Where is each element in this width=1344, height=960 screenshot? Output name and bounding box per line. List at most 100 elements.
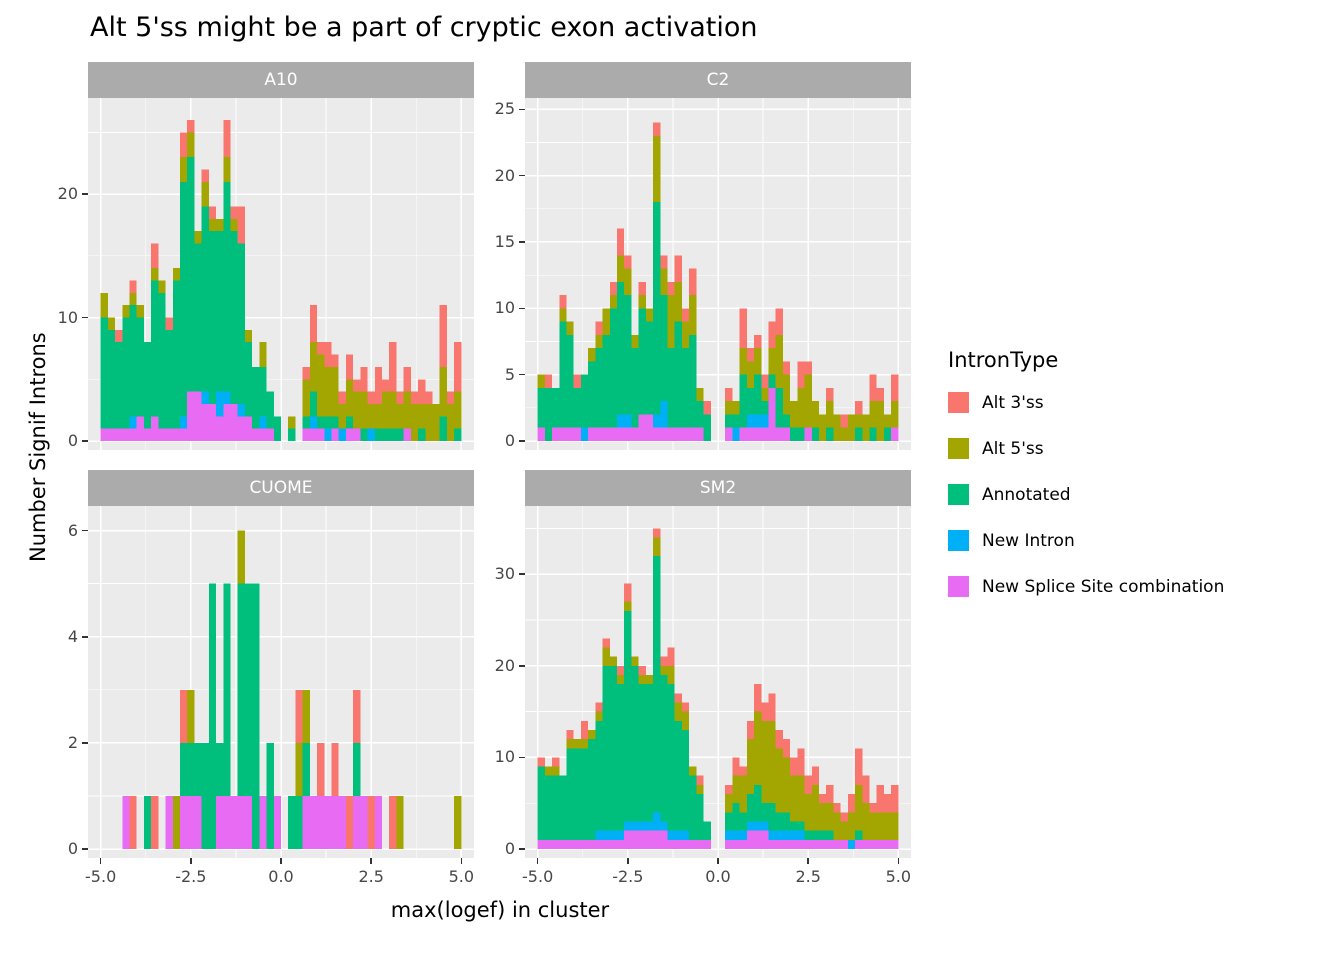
bar-segment xyxy=(826,784,834,804)
bar-segment xyxy=(165,795,173,849)
bar-segment xyxy=(309,416,318,429)
bar-segment xyxy=(638,821,646,831)
bar-segment xyxy=(609,427,617,441)
facet-sm2: SM2 0 10 20 30 -5.0 -2.5 0.0 2.5 5.0 xyxy=(495,470,911,886)
bar-segment xyxy=(855,401,863,415)
bar-segment xyxy=(631,348,639,428)
bar-segment xyxy=(552,427,560,441)
bar-segment xyxy=(674,839,682,849)
bar-segment xyxy=(588,348,596,362)
bar-segment xyxy=(273,795,281,849)
bar-segment xyxy=(804,427,812,441)
bar-segment xyxy=(208,403,217,441)
bar-segment xyxy=(638,281,646,296)
bar-segment xyxy=(552,775,560,840)
bar-segment xyxy=(389,795,397,849)
bar-segment xyxy=(819,839,827,849)
bar-segment xyxy=(768,693,776,721)
bar-segment xyxy=(580,739,589,749)
bar-segment xyxy=(797,821,805,831)
bar-segment xyxy=(609,295,617,309)
bar-segment xyxy=(317,742,325,796)
bar-segment xyxy=(689,766,697,776)
y-tick-mark xyxy=(82,193,88,195)
bar-segment xyxy=(616,675,625,685)
bar-segment xyxy=(833,414,841,441)
bar-segment xyxy=(645,675,654,685)
bar-segment xyxy=(754,348,762,375)
bar-segment xyxy=(681,321,690,349)
bar-segment xyxy=(201,169,209,182)
bar-segment xyxy=(833,803,841,813)
legend-label-annotated: Annotated xyxy=(982,484,1071,505)
bar-segment xyxy=(826,803,834,831)
bar-segment xyxy=(833,812,841,840)
bar-segment xyxy=(746,830,755,849)
bar-segment xyxy=(201,181,209,207)
bar-segment xyxy=(768,803,776,831)
bar-segment xyxy=(172,268,180,281)
bar-segment xyxy=(259,366,267,417)
bar-segment xyxy=(288,428,296,441)
bar-segment xyxy=(410,391,419,404)
bar-segment xyxy=(425,391,433,404)
bar-segment xyxy=(194,243,202,392)
bar-segment xyxy=(660,295,668,402)
bar-segment xyxy=(804,794,812,831)
bar-segment xyxy=(653,202,661,415)
x-tick-label: 5.0 xyxy=(448,867,475,886)
bar-segment xyxy=(122,428,130,441)
bar-segment xyxy=(631,334,639,349)
bar-segment xyxy=(725,401,733,415)
bar-segment xyxy=(382,391,390,429)
bar-segment xyxy=(454,391,462,429)
bar-segment xyxy=(418,428,426,441)
bar-segment xyxy=(660,268,668,296)
bar-segment xyxy=(100,292,108,318)
bar-segment xyxy=(775,308,783,335)
bar-segment xyxy=(790,401,798,428)
bar-segment xyxy=(230,231,238,404)
bar-segment xyxy=(216,231,224,392)
bar-segment xyxy=(172,280,180,429)
bar-segment xyxy=(660,821,668,831)
bar-segment xyxy=(732,803,740,831)
bar-segment xyxy=(439,416,447,441)
bar-segment xyxy=(761,803,769,822)
bar-segment xyxy=(782,739,791,758)
bar-segment xyxy=(353,689,361,743)
bar-segment xyxy=(631,830,639,849)
bar-segment xyxy=(660,656,668,666)
bar-segment xyxy=(681,702,690,712)
bar-segment xyxy=(645,321,654,415)
bar-segment xyxy=(295,742,303,796)
bar-segment xyxy=(746,361,755,388)
facet-strip-sm2: SM2 xyxy=(525,470,911,506)
bar-segment xyxy=(645,821,654,831)
bar-segment xyxy=(309,305,318,343)
bar-segment xyxy=(631,821,639,831)
bar-segment xyxy=(389,391,397,429)
bar-segment xyxy=(580,374,589,428)
bar-segment xyxy=(811,839,820,849)
bar-segment xyxy=(638,684,646,822)
bar-segment xyxy=(754,334,762,349)
bar-segment xyxy=(389,342,397,392)
bar-segment xyxy=(432,403,440,441)
bar-segment xyxy=(869,803,877,813)
bar-segment xyxy=(739,308,747,349)
bar-segment xyxy=(782,830,791,840)
bar-segment xyxy=(602,427,610,441)
bar-segment xyxy=(754,830,762,849)
bar-segment xyxy=(653,135,661,203)
bar-segment xyxy=(840,427,848,441)
bar-segment xyxy=(660,675,668,822)
bar-segment xyxy=(797,427,805,441)
bar-segment xyxy=(573,748,581,840)
bar-segment xyxy=(653,812,661,831)
bar-segment xyxy=(552,839,560,849)
y-tick-label: 0 xyxy=(504,839,515,858)
bar-segment xyxy=(653,414,661,428)
bar-segment xyxy=(826,830,834,840)
bar-segment xyxy=(674,321,682,428)
